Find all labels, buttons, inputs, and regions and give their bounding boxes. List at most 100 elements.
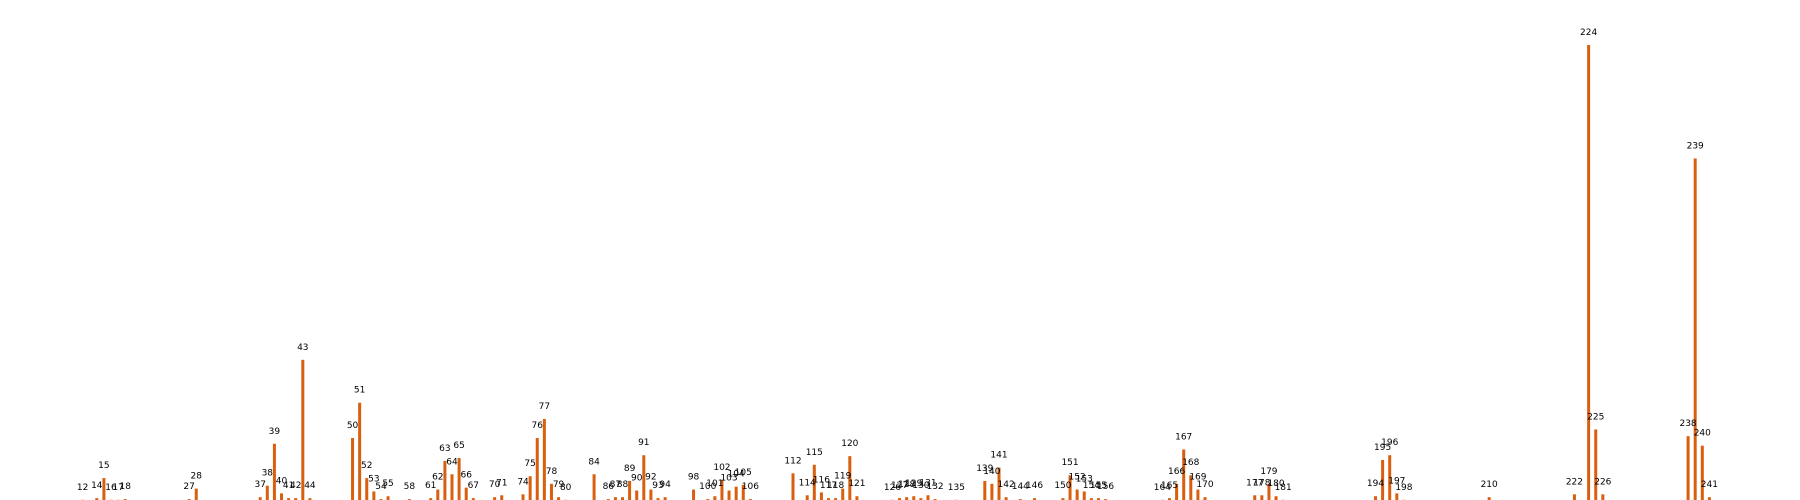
bar-222 — [1572, 494, 1576, 500]
bar-77 — [542, 418, 546, 500]
bar-label-80: 80 — [560, 483, 572, 493]
bar-51 — [358, 402, 362, 500]
bar-28 — [194, 488, 198, 500]
bar-127 — [898, 498, 902, 500]
bar-label-168: 168 — [1182, 458, 1199, 468]
bar-label-197: 197 — [1388, 476, 1405, 486]
bar-label-54: 54 — [375, 482, 387, 492]
bar-40 — [280, 493, 284, 500]
bar-67 — [471, 498, 475, 500]
bar-label-129: 129 — [905, 479, 922, 489]
bar-label-50: 50 — [347, 421, 359, 431]
bar-label-126: 126 — [884, 483, 901, 493]
bar-label-150: 150 — [1054, 481, 1071, 491]
bar-label-178: 178 — [1253, 478, 1270, 488]
bar-label-92: 92 — [645, 473, 656, 483]
bar-170 — [1203, 497, 1207, 500]
bar-166 — [1175, 483, 1179, 500]
bar-label-100: 100 — [699, 482, 716, 492]
bar-label-139: 139 — [976, 464, 993, 474]
bar-151 — [1068, 475, 1072, 500]
bar-194 — [1374, 496, 1378, 500]
bar-93 — [656, 498, 660, 500]
bar-label-119: 119 — [834, 472, 851, 482]
bar-label-114: 114 — [799, 478, 816, 488]
bar-153 — [1082, 491, 1086, 500]
bar-142 — [1004, 497, 1008, 500]
bar-label-90: 90 — [631, 474, 643, 484]
bar-label-210: 210 — [1481, 480, 1498, 490]
bar-label-38: 38 — [262, 469, 274, 479]
bar-102 — [720, 480, 724, 500]
bar-104 — [734, 486, 738, 500]
bar-226 — [1601, 494, 1605, 500]
bar-239 — [1693, 158, 1697, 500]
bar-70 — [493, 497, 497, 500]
bar-label-93: 93 — [652, 481, 663, 491]
bar-90 — [635, 490, 639, 500]
bar-155 — [1096, 498, 1100, 500]
bar-37 — [258, 497, 262, 500]
bar-66 — [464, 487, 468, 500]
bar-label-226: 226 — [1594, 477, 1611, 487]
bar-118 — [834, 498, 838, 500]
bar-101 — [713, 496, 717, 500]
bar-14 — [95, 498, 99, 500]
bar-119 — [841, 488, 845, 500]
bar-label-179: 179 — [1260, 467, 1277, 477]
bar-15 — [102, 478, 106, 500]
bar-label-196: 196 — [1381, 438, 1398, 448]
bar-154 — [1089, 498, 1093, 500]
bar-62 — [436, 489, 440, 500]
bar-label-127: 127 — [891, 481, 908, 491]
bar-label-146: 146 — [1026, 481, 1043, 491]
bar-label-151: 151 — [1061, 458, 1078, 468]
bars-group — [81, 44, 1711, 500]
bar-label-15: 15 — [98, 461, 109, 471]
bar-label-181: 181 — [1275, 483, 1292, 493]
bar-label-12: 12 — [77, 483, 88, 493]
bar-label-16: 16 — [105, 483, 117, 493]
bar-label-71: 71 — [496, 478, 507, 488]
bar-130 — [919, 498, 923, 500]
bar-label-156: 156 — [1097, 482, 1114, 492]
bar-152 — [1075, 489, 1079, 500]
bar-label-140: 140 — [983, 467, 1000, 477]
bar-74 — [521, 494, 525, 500]
bar-label-70: 70 — [489, 480, 501, 490]
bar-label-76: 76 — [532, 421, 544, 431]
bar-label-198: 198 — [1395, 483, 1412, 493]
bar-43 — [301, 359, 305, 500]
bar-label-239: 239 — [1687, 142, 1704, 152]
bar-197 — [1395, 493, 1399, 500]
bar-label-44: 44 — [304, 481, 316, 491]
bar-146 — [1033, 498, 1037, 500]
bar-139 — [983, 480, 987, 500]
bar-94 — [663, 497, 667, 500]
bar-79 — [557, 497, 561, 500]
bar-label-165: 165 — [1161, 481, 1178, 491]
bar-52 — [365, 478, 369, 500]
bar-label-63: 63 — [439, 444, 450, 454]
bar-128 — [905, 497, 909, 500]
bar-label-75: 75 — [524, 459, 535, 469]
bar-195 — [1381, 459, 1385, 500]
bar-180 — [1274, 496, 1278, 500]
bar-224 — [1587, 44, 1591, 500]
bar-label-144: 144 — [1012, 482, 1029, 492]
bar-225 — [1594, 429, 1598, 500]
bar-167 — [1182, 449, 1186, 500]
bar-label-155: 155 — [1090, 481, 1107, 491]
bar-label-102: 102 — [713, 463, 730, 473]
bar-label-224: 224 — [1580, 28, 1597, 38]
bar-label-164: 164 — [1154, 483, 1171, 493]
bar-label-142: 142 — [998, 480, 1015, 490]
bar-label-78: 78 — [546, 467, 558, 477]
bar-label-170: 170 — [1196, 480, 1213, 490]
bar-label-104: 104 — [728, 470, 745, 480]
bar-64 — [450, 474, 454, 500]
bar-label-117: 117 — [820, 481, 837, 491]
bar-121 — [855, 496, 859, 500]
bar-label-74: 74 — [517, 477, 529, 487]
